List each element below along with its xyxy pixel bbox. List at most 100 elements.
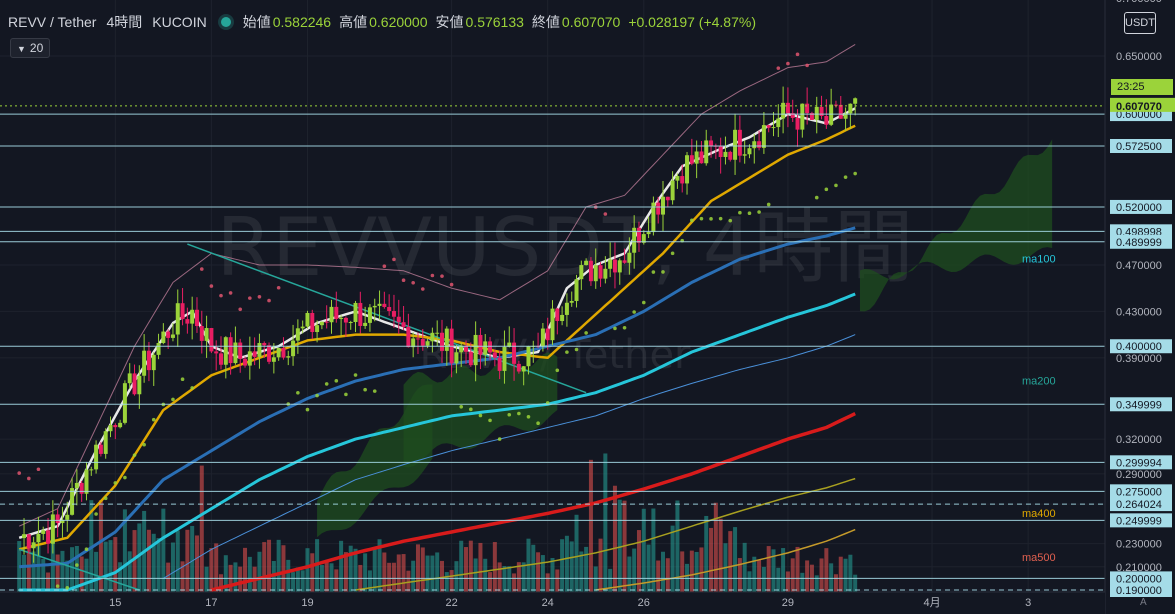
- candle-body: [545, 328, 550, 341]
- candle-body: [670, 180, 675, 201]
- volume-bar: [757, 559, 762, 592]
- currency-badge[interactable]: USDT: [1124, 12, 1156, 34]
- volume-bar: [329, 563, 334, 592]
- sar-dot: [478, 413, 483, 418]
- candle-body: [185, 319, 190, 324]
- volume-bar: [502, 566, 507, 592]
- sar-dot: [440, 274, 444, 278]
- candle-body: [151, 354, 156, 371]
- candle-body: [300, 326, 305, 329]
- volume-bar: [247, 556, 252, 592]
- candle-body: [199, 326, 204, 341]
- candle-body: [142, 350, 147, 376]
- close-value: 0.607070: [561, 14, 621, 30]
- volume-bar: [617, 499, 622, 592]
- candle-body: [132, 373, 137, 395]
- candle-body: [396, 316, 401, 323]
- time-tick-label: 29: [782, 597, 794, 609]
- volume-bar: [170, 542, 175, 592]
- symbol-legend[interactable]: REVV / Tether 4時間 KUCOIN 始値 0.582246 高値 …: [8, 12, 764, 32]
- volume-bar: [569, 541, 574, 592]
- volume-bar: [84, 558, 89, 592]
- volume-bar: [363, 553, 368, 592]
- close-label: 終値: [531, 14, 560, 30]
- volume-bar: [718, 518, 723, 592]
- candle-body: [238, 342, 243, 359]
- candle-body: [689, 155, 694, 164]
- volume-bar: [516, 562, 521, 592]
- price-tick-label: 0.430000: [1116, 306, 1162, 318]
- open-value: 0.582246: [272, 14, 332, 30]
- candle-body: [737, 129, 742, 156]
- volume-bar: [838, 556, 843, 592]
- interval-label[interactable]: 4時間: [106, 14, 143, 30]
- candle-body: [492, 352, 497, 358]
- volume-bar: [651, 508, 656, 592]
- candle-body: [377, 303, 382, 306]
- volume-bar: [209, 548, 214, 592]
- candle-body: [146, 350, 151, 371]
- auto-scale-button[interactable]: A: [1140, 597, 1147, 608]
- volume-bar: [219, 574, 223, 592]
- candle-body: [339, 317, 344, 319]
- symbol-name[interactable]: REVV / Tether: [8, 14, 97, 30]
- volume-bar: [699, 547, 704, 592]
- candle-body: [113, 425, 118, 428]
- candle-body: [22, 534, 27, 539]
- candle-body: [252, 351, 257, 357]
- candle-body: [459, 345, 464, 353]
- sar-dot: [27, 476, 31, 481]
- candle-body: [464, 345, 469, 352]
- volume-bar: [853, 574, 858, 592]
- sar-dot: [497, 437, 502, 441]
- sar-dot: [199, 267, 204, 271]
- time-tick-label: 22: [445, 597, 457, 609]
- volume-bar: [281, 545, 286, 592]
- price-tick-label: 0.400000: [1116, 341, 1162, 353]
- sar-dot: [786, 61, 790, 66]
- volume-bar: [579, 551, 584, 592]
- volume-bar: [118, 562, 123, 592]
- volume-bar: [300, 570, 305, 592]
- open-label: 始値: [242, 14, 271, 30]
- candle-body: [262, 343, 267, 346]
- candle-body: [305, 312, 310, 327]
- candle-body: [156, 343, 161, 355]
- candle-body: [367, 307, 372, 323]
- candle-body: [137, 375, 142, 395]
- volume-bar: [742, 542, 747, 592]
- candle-body: [329, 306, 334, 323]
- trendline: [18, 548, 140, 591]
- volume-bar: [771, 549, 776, 592]
- indicator-label: ma200: [1022, 376, 1056, 388]
- volume-bar: [550, 557, 555, 592]
- volume-bar: [295, 567, 300, 592]
- volume-bar: [819, 558, 824, 592]
- volume-toggle-button[interactable]: ▼ 20: [10, 38, 51, 58]
- volume-bar: [425, 555, 430, 592]
- grid-lines: [0, 0, 1105, 592]
- volume-bar: [478, 542, 483, 592]
- volume-bar: [127, 551, 132, 592]
- price-tick-label: 0.230000: [1116, 539, 1162, 551]
- candle-body: [507, 342, 512, 347]
- candle-body: [728, 151, 733, 160]
- candle-body: [103, 431, 108, 454]
- volume-bar: [199, 465, 204, 592]
- candle-body: [435, 332, 440, 334]
- sar-dot: [372, 389, 377, 393]
- volume-bar: [387, 562, 392, 592]
- moving-averages: [18, 43, 856, 592]
- candle-body: [420, 339, 425, 346]
- candle-body: [766, 125, 771, 128]
- volume-bar: [267, 539, 272, 592]
- candle-body: [118, 422, 123, 428]
- candle-body: [805, 103, 810, 114]
- sar-dot: [17, 471, 22, 475]
- candle-body: [411, 338, 416, 348]
- volume-bar: [324, 562, 329, 592]
- sar-dot: [142, 442, 146, 447]
- volume-bar: [598, 538, 603, 592]
- price-level-badge: [1110, 455, 1172, 470]
